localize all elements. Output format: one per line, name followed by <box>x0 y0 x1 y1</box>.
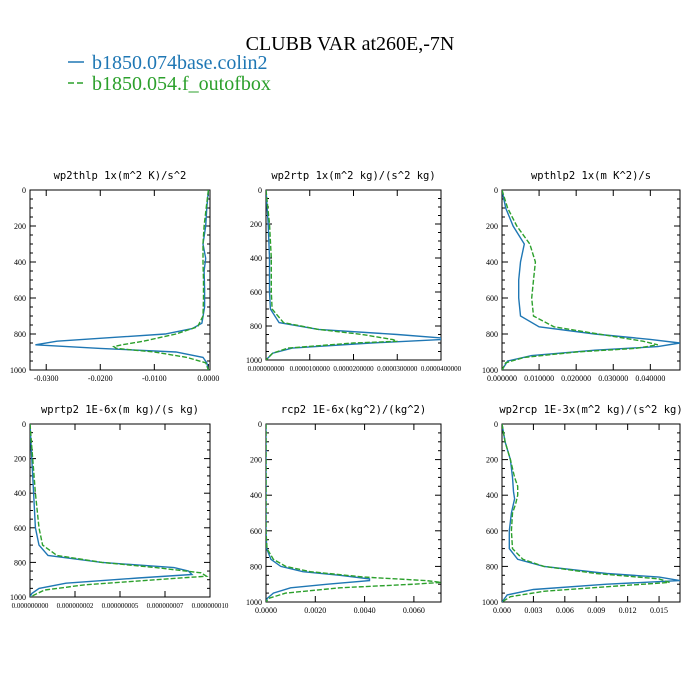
y-tick-label: 1000 <box>246 356 262 365</box>
x-tick-label: 0.000000 <box>487 374 517 383</box>
panel-2: wpthlp2 1x(m K^2)/s 0 200 400 600 800 10000.00… <box>482 170 681 383</box>
y-tick-label: 200 <box>14 455 26 464</box>
x-tick-label: 0.0060 <box>403 606 425 615</box>
y-tick-label: 0 <box>494 420 498 429</box>
y-tick-label: 800 <box>486 330 498 339</box>
x-tick-label: 0.0000200000 <box>333 365 374 373</box>
legend-label-1: b1850.054.f_outofbox <box>92 73 271 95</box>
y-tick-label: 400 <box>14 258 26 267</box>
series-line-0 <box>30 424 194 597</box>
x-tick-label: 0.000000010 <box>192 602 229 610</box>
series-line-0 <box>266 190 441 360</box>
panel-title: wprtp2 1E-6x(m kg)/(s kg) <box>41 404 199 416</box>
series-line-1 <box>30 424 209 597</box>
y-tick-label: 1000 <box>482 366 498 375</box>
series-line-1 <box>502 424 670 602</box>
x-tick-label: 0.009 <box>587 606 605 615</box>
x-tick-label: -0.0200 <box>88 374 113 383</box>
series-line-1 <box>502 190 658 370</box>
y-tick-label: 0 <box>258 186 262 195</box>
x-tick-label: 0.000000000 <box>248 365 285 373</box>
panel-1: wp2rtp 1x(m^2 kg)/(s^2 kg) 0 200 400 600 800 1… <box>246 170 462 373</box>
y-tick-label: 0 <box>494 186 498 195</box>
x-tick-label: 0.0040 <box>354 606 376 615</box>
series-line-0 <box>266 424 371 602</box>
y-tick-label: 800 <box>14 558 26 567</box>
x-tick-label: -0.0300 <box>34 374 59 383</box>
y-tick-label: 600 <box>486 294 498 303</box>
x-tick-label: 0.0000 <box>255 606 277 615</box>
panel-title: wp2rtp 1x(m^2 kg)/(s^2 kg) <box>271 170 435 182</box>
series-line-0 <box>35 190 210 370</box>
panel-title: rcp2 1E-6x(kg^2)/(kg^2) <box>281 404 426 416</box>
panel-title: wp2thlp 1x(m^2 K)/s^2 <box>54 170 187 182</box>
x-tick-label: 0.003 <box>524 606 542 615</box>
y-tick-label: 200 <box>486 222 498 231</box>
x-tick-label: 0.000000000 <box>12 602 49 610</box>
y-tick-label: 600 <box>250 527 262 536</box>
series-line-1 <box>112 190 210 370</box>
y-tick-label: 400 <box>250 491 262 500</box>
y-tick-label: 800 <box>250 562 262 571</box>
y-tick-label: 800 <box>250 322 262 331</box>
x-tick-label: 0.0000100000 <box>290 365 331 373</box>
legend-label-0: b1850.074base.colin2 <box>92 52 268 74</box>
y-tick-label: 400 <box>250 254 262 263</box>
y-tick-label: 1000 <box>246 598 262 607</box>
y-tick-label: 1000 <box>10 366 26 375</box>
x-tick-label: 0.006 <box>556 606 574 615</box>
y-tick-label: 600 <box>250 288 262 297</box>
y-tick-label: 200 <box>486 456 498 465</box>
y-tick-label: 0 <box>258 420 262 429</box>
x-tick-label: 0.030000 <box>598 374 628 383</box>
series-line-1 <box>266 190 398 360</box>
y-tick-label: 800 <box>486 562 498 571</box>
y-tick-label: 0 <box>22 186 26 195</box>
x-tick-label: 0.0000300000 <box>377 365 418 373</box>
series-line-0 <box>502 424 680 602</box>
panel-4: rcp2 1E-6x(kg^2)/(kg^2) 0 200 400 600 800 1000… <box>246 404 442 615</box>
plot-frame <box>265 189 442 361</box>
x-tick-label: 0.0020 <box>304 606 326 615</box>
x-tick-label: -0.0100 <box>142 374 167 383</box>
y-tick-label: 600 <box>14 524 26 533</box>
panel-5: wp2rcp 1E-3x(m^2 kg)/(s^2 kg)0 200 400 600 8… <box>482 404 683 615</box>
panel-3: wprtp2 1E-6x(m kg)/(s kg) 0 200 400 600 800 10… <box>10 404 229 610</box>
y-tick-label: 1000 <box>10 593 26 602</box>
y-tick-label: 400 <box>486 258 498 267</box>
x-tick-label: 0.000000005 <box>102 602 139 610</box>
x-tick-label: 0.000000002 <box>57 602 94 610</box>
y-tick-label: 200 <box>250 456 262 465</box>
y-tick-label: 0 <box>22 420 26 429</box>
plot-frame <box>29 189 211 371</box>
figure-title: CLUBB VAR at260E,-7N <box>246 33 455 55</box>
plot-frame <box>501 423 681 603</box>
x-tick-label: 0.010000 <box>524 374 554 383</box>
x-tick-label: 0.000 <box>493 606 511 615</box>
plot-frame <box>501 189 681 371</box>
x-tick-label: 0.000000007 <box>147 602 184 610</box>
series-line-0 <box>502 190 680 370</box>
x-tick-label: 0.012 <box>619 606 637 615</box>
y-tick-label: 1000 <box>482 598 498 607</box>
panel-0: wp2thlp 1x(m^2 K)/s^2 0 200 400 600 800 1000 -0… <box>10 170 219 383</box>
x-tick-label: 0.015 <box>650 606 668 615</box>
panels: wp2thlp 1x(m^2 K)/s^2 0 200 400 600 800 1000 -0… <box>10 170 683 615</box>
y-tick-label: 600 <box>486 527 498 536</box>
panel-title: wpthlp2 1x(m K^2)/s <box>531 170 651 182</box>
y-tick-label: 200 <box>14 222 26 231</box>
x-tick-label: 0.040000 <box>635 374 665 383</box>
legend: b1850.074base.colin2 b1850.054.f_outofbo… <box>68 52 271 95</box>
y-tick-label: 400 <box>14 489 26 498</box>
y-tick-label: 200 <box>250 220 262 229</box>
y-tick-label: 800 <box>14 330 26 339</box>
y-tick-label: 400 <box>486 491 498 500</box>
x-tick-label: 0.0000400000 <box>421 365 462 373</box>
x-tick-label: 0.020000 <box>561 374 591 383</box>
x-tick-label: 0.0000 <box>197 374 219 383</box>
panel-title: wp2rcp 1E-3x(m^2 kg)/(s^2 kg) <box>499 404 682 416</box>
y-tick-label: 600 <box>14 294 26 303</box>
series-line-1 <box>266 424 441 602</box>
